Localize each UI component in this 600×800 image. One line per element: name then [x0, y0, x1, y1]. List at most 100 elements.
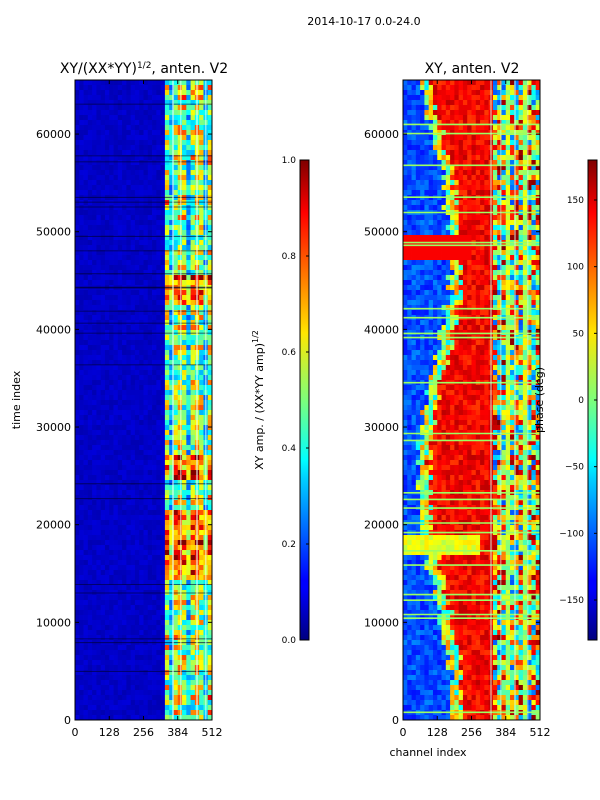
amplitude-cell	[130, 90, 136, 96]
phase-cell	[424, 95, 430, 101]
amplitude-cell	[117, 500, 123, 506]
phase-cell	[497, 190, 502, 196]
phase-cell	[467, 80, 472, 86]
amplitude-cell	[139, 90, 144, 96]
amplitude-cell	[147, 295, 153, 301]
amplitude-cell	[113, 635, 119, 641]
amplitude-cell	[199, 535, 204, 541]
phase-cell	[505, 100, 511, 106]
phase-cell	[475, 120, 481, 126]
amplitude-cell	[130, 550, 136, 556]
amplitude-cell	[199, 575, 204, 581]
amplitude-cell	[122, 120, 127, 126]
amplitude-cell	[199, 585, 204, 591]
amplitude-cell	[75, 355, 80, 361]
amplitude-cell	[79, 645, 84, 651]
amplitude-cell	[87, 710, 93, 716]
amplitude-cell	[169, 655, 174, 661]
amplitude-cell	[87, 410, 93, 416]
amplitude-cell	[134, 350, 140, 356]
amplitude-cell	[75, 440, 80, 446]
amplitude-cell	[199, 115, 204, 121]
amplitude-cell	[199, 255, 204, 261]
amplitude-cell	[169, 385, 174, 391]
amplitude-cell	[147, 165, 153, 171]
amplitude-cell	[92, 230, 97, 236]
phase-cell	[454, 190, 460, 196]
amplitude-cell	[186, 585, 191, 591]
amplitude-cell	[122, 565, 127, 571]
phase-cell	[450, 205, 455, 211]
amplitude-cell	[75, 280, 80, 286]
amplitude-cell	[139, 485, 144, 491]
amplitude-cell	[139, 395, 144, 401]
amplitude-cell	[126, 535, 132, 541]
amplitude-cell	[207, 225, 212, 231]
phase-cell	[480, 105, 485, 111]
amplitude-cell	[109, 540, 114, 546]
colorbar-tick-label: 0.2	[282, 540, 296, 550]
amplitude-cell	[207, 520, 212, 526]
amplitude-cell	[147, 260, 153, 266]
amplitude-cell	[139, 615, 144, 621]
amplitude-cell	[164, 670, 170, 676]
amplitude-cell	[173, 670, 179, 676]
amplitude-cell	[143, 230, 149, 236]
phase-cell	[480, 140, 485, 146]
amplitude-cell	[75, 385, 80, 391]
amplitude-cell	[143, 170, 149, 176]
phase-cell	[475, 105, 481, 111]
phase-cell	[518, 120, 524, 126]
amplitude-cell	[207, 535, 212, 541]
amplitude-cell	[147, 705, 153, 711]
amplitude-cell	[156, 585, 162, 591]
amplitude-cell	[130, 525, 136, 531]
amplitude-cell	[126, 280, 132, 286]
amplitude-cell	[109, 295, 114, 301]
amplitude-cell	[96, 635, 102, 641]
amplitude-cell	[147, 440, 153, 446]
amplitude-cell	[199, 125, 204, 131]
amplitude-cell	[83, 525, 89, 531]
amplitude-cell	[87, 585, 93, 591]
phase-cell	[450, 85, 455, 91]
amplitude-cell	[104, 305, 110, 311]
amplitude-cell	[109, 430, 114, 436]
amplitude-cell	[147, 605, 153, 611]
amplitude-cell	[122, 340, 127, 346]
phase-cell	[407, 190, 412, 196]
amplitude-cell	[182, 465, 187, 471]
amplitude-cell	[104, 645, 110, 651]
phase-cell	[454, 125, 460, 131]
amplitude-cell	[130, 200, 136, 206]
amplitude-cell	[139, 715, 144, 720]
amplitude-cell	[92, 390, 97, 396]
amplitude-cell	[130, 360, 136, 366]
phase-cell	[432, 165, 438, 171]
amplitude-cell	[147, 470, 153, 476]
amplitude-cell	[83, 310, 89, 316]
amplitude-cell	[199, 240, 204, 246]
amplitude-cell	[139, 335, 144, 341]
amplitude-cell	[147, 675, 153, 681]
amplitude-cell	[92, 300, 97, 306]
amplitude-cell	[147, 305, 153, 311]
amplitude-cell	[152, 715, 157, 720]
amplitude-cell	[147, 715, 153, 720]
amplitude-cell	[143, 545, 149, 551]
amplitude-cell	[134, 545, 140, 551]
amplitude-cell	[186, 190, 191, 196]
amplitude-cell	[79, 585, 84, 591]
amplitude-cell	[87, 675, 93, 681]
phase-cell	[488, 175, 494, 181]
amplitude-cell	[104, 200, 110, 206]
amplitude-cell	[190, 395, 196, 401]
amplitude-cell	[143, 690, 149, 696]
amplitude-cell	[147, 625, 153, 631]
amplitude-cell	[182, 280, 187, 286]
phase-cell	[505, 90, 511, 96]
amplitude-cell	[122, 80, 127, 86]
amplitude-cell	[186, 450, 191, 456]
amplitude-cell	[83, 140, 89, 146]
phase-cell	[514, 90, 519, 96]
